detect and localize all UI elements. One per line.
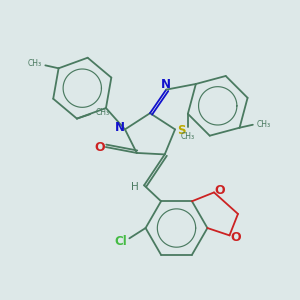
Text: O: O	[94, 141, 105, 154]
Text: CH₃: CH₃	[95, 108, 110, 117]
Text: H: H	[131, 182, 139, 192]
Text: O: O	[214, 184, 225, 196]
Text: O: O	[230, 231, 241, 244]
Text: CH₃: CH₃	[256, 120, 271, 129]
Text: CH₃: CH₃	[28, 59, 42, 68]
Text: N: N	[115, 122, 125, 134]
Text: Cl: Cl	[115, 235, 128, 248]
Text: N: N	[161, 78, 171, 91]
Text: S: S	[177, 124, 186, 137]
Text: CH₃: CH₃	[181, 132, 195, 141]
